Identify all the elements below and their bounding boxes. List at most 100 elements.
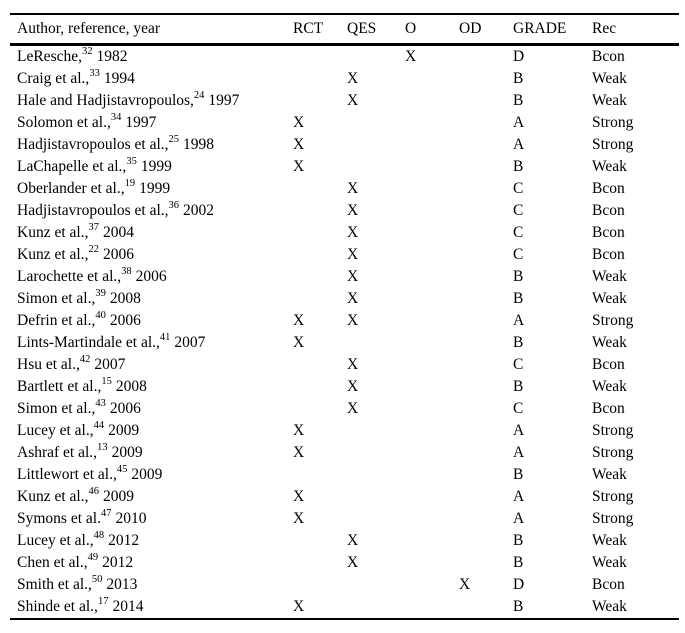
table-row: LeResche,32 1982 X D Bcon [10, 45, 679, 69]
qes-cell [340, 464, 398, 486]
author-name: Simon et al., [17, 400, 96, 417]
o-cell [398, 420, 452, 442]
rct-cell [286, 45, 340, 69]
author-name: Solomon et al., [17, 114, 111, 131]
rct-cell [286, 288, 340, 310]
reference-number: 38 [121, 265, 132, 277]
reference-number: 39 [95, 287, 106, 299]
rec-cell: Strong [592, 422, 634, 439]
author-cell: Kunz et al.,46 2009 [10, 486, 286, 508]
rec-cell: Strong [592, 312, 634, 329]
evidence-table: Author, reference, year RCT QES O OD GRA… [10, 13, 679, 620]
table-row: Craig et al.,33 1994 X B Weak [10, 68, 679, 90]
od-cell [452, 200, 506, 222]
publication-year: 2012 [102, 554, 134, 571]
o-cell [398, 288, 452, 310]
grade-cell: C [513, 224, 524, 241]
grade-cell: C [513, 356, 524, 373]
qes-cell [340, 596, 398, 619]
o-cell [398, 552, 452, 574]
header-o: O [398, 14, 452, 46]
rct-cell: X [293, 334, 305, 351]
publication-year: 2006 [135, 268, 167, 285]
rct-cell [286, 68, 340, 90]
qes-cell: X [347, 92, 359, 109]
grade-cell: A [513, 488, 525, 505]
o-cell [398, 244, 452, 266]
o-cell [398, 178, 452, 200]
author-cell: Littlewort et al.,45 2009 [10, 464, 286, 486]
od-cell [452, 90, 506, 112]
grade-cell: B [513, 554, 524, 571]
rec-cell: Strong [592, 136, 634, 153]
o-cell [398, 508, 452, 530]
author-cell: Hadjistavropoulos et al.,36 2002 [10, 200, 286, 222]
author-cell: Hadjistavropoulos et al.,25 1998 [10, 134, 286, 156]
table-row: Hsu et al.,42 2007 X C Bcon [10, 354, 679, 376]
qes-cell: X [347, 70, 359, 87]
grade-cell: B [513, 268, 524, 285]
table-row: Simon et al.,39 2008 X B Weak [10, 288, 679, 310]
publication-year: 1982 [96, 48, 128, 65]
rec-cell: Bcon [592, 202, 625, 219]
reference-number: 13 [97, 441, 108, 453]
author-name: Kunz et al., [17, 246, 89, 263]
o-cell [398, 376, 452, 398]
od-cell [452, 376, 506, 398]
author-name: LaChapelle et al., [17, 158, 127, 175]
author-name: Lucey et al., [17, 422, 94, 439]
publication-year: 2010 [115, 510, 147, 527]
grade-cell: C [513, 180, 524, 197]
author-cell: Kunz et al.,37 2004 [10, 222, 286, 244]
rec-cell: Weak [592, 554, 627, 571]
author-cell: Chen et al.,49 2012 [10, 552, 286, 574]
rct-cell: X [293, 488, 305, 505]
qes-cell [340, 332, 398, 354]
od-cell [452, 310, 506, 332]
od-cell [452, 552, 506, 574]
o-cell [398, 310, 452, 332]
qes-cell [340, 486, 398, 508]
publication-year: 2009 [111, 444, 143, 461]
table-body: LeResche,32 1982 X D Bcon Craig et al.,33… [10, 45, 679, 620]
reference-number: 42 [79, 353, 91, 365]
grade-cell: D [513, 48, 525, 65]
o-cell [398, 156, 452, 178]
reference-number: 33 [89, 67, 100, 79]
reference-number: 50 [91, 573, 103, 585]
table-row: Lucey et al.,48 2012 X B Weak [10, 530, 679, 552]
o-cell [398, 112, 452, 134]
author-name: Kunz et al., [17, 488, 89, 505]
rec-cell: Bcon [592, 356, 625, 373]
grade-cell: B [513, 378, 524, 395]
o-cell [398, 222, 452, 244]
qes-cell [340, 156, 398, 178]
od-cell [452, 134, 506, 156]
od-cell [452, 288, 506, 310]
reference-number: 15 [101, 375, 112, 387]
author-cell: Hale and Hadjistavropoulos,24 1997 [10, 90, 286, 112]
rec-cell: Bcon [592, 48, 625, 65]
table-row: Shinde et al.,17 2014 X B Weak [10, 596, 679, 619]
author-name: Simon et al., [17, 290, 96, 307]
o-cell [398, 332, 452, 354]
grade-cell: B [513, 158, 524, 175]
table-row: Oberlander et al.,19 1999 X C Bcon [10, 178, 679, 200]
reference-number: 32 [81, 45, 93, 57]
evidence-table-container: Author, reference, year RCT QES O OD GRA… [10, 13, 679, 620]
publication-year: 2009 [102, 488, 134, 505]
rct-cell [286, 244, 340, 266]
publication-year: 2013 [106, 576, 138, 593]
table-row: Kunz et al.,46 2009 X A Strong [10, 486, 679, 508]
grade-cell: A [513, 444, 525, 461]
author-cell: Craig et al.,33 1994 [10, 68, 286, 90]
grade-cell: A [513, 136, 525, 153]
rec-cell: Weak [592, 466, 627, 483]
table-row: Hadjistavropoulos et al.,25 1998 X A Stro… [10, 134, 679, 156]
rec-cell: Weak [592, 334, 627, 351]
od-cell [452, 178, 506, 200]
rct-cell: X [293, 422, 305, 439]
od-cell [452, 156, 506, 178]
rct-cell [286, 178, 340, 200]
o-cell [398, 596, 452, 619]
